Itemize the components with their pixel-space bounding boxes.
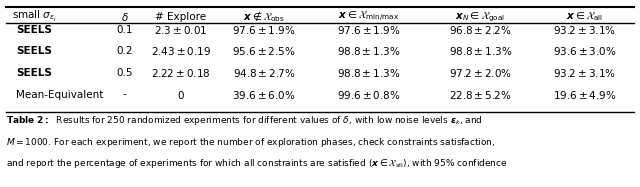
Text: $98.8 \pm 1.3\%$: $98.8 \pm 1.3\%$ — [337, 45, 401, 57]
Text: $97.2 \pm 2.0\%$: $97.2 \pm 2.0\%$ — [449, 67, 512, 79]
Text: $2.3 \pm 0.01$: $2.3 \pm 0.01$ — [154, 24, 207, 36]
Text: $99.6 \pm 0.8\%$: $99.6 \pm 0.8\%$ — [337, 88, 401, 100]
Text: SEELS: SEELS — [16, 25, 52, 35]
Text: 0.5: 0.5 — [116, 68, 133, 78]
Text: $93.6 \pm 3.0\%$: $93.6 \pm 3.0\%$ — [553, 45, 616, 57]
Text: $97.6 \pm 1.9\%$: $97.6 \pm 1.9\%$ — [232, 24, 296, 36]
Text: $2.22 \pm 0.18$: $2.22 \pm 0.18$ — [151, 67, 211, 79]
Text: $95.6 \pm 2.5\%$: $95.6 \pm 2.5\%$ — [232, 45, 296, 57]
Text: $0$: $0$ — [177, 88, 184, 100]
Text: 0.2: 0.2 — [116, 46, 133, 56]
Text: $\boldsymbol{x}_N \in \mathcal{X}_{\mathrm{goal}}$: $\boldsymbol{x}_N \in \mathcal{X}_{\math… — [455, 10, 506, 24]
Text: $\mathbf{Table\ 2:}$  Results for 250 randomized experiments for different value: $\mathbf{Table\ 2:}$ Results for 250 ran… — [6, 114, 483, 127]
Text: $2.43 \pm 0.19$: $2.43 \pm 0.19$ — [150, 45, 211, 57]
Text: $\boldsymbol{x} \in \mathcal{X}_{\mathrm{min/max}}$: $\boldsymbol{x} \in \mathcal{X}_{\mathrm… — [338, 10, 399, 24]
Text: $39.6 \pm 6.0\%$: $39.6 \pm 6.0\%$ — [232, 88, 296, 100]
Text: -: - — [123, 90, 127, 99]
Text: $98.8 \pm 1.3\%$: $98.8 \pm 1.3\%$ — [449, 45, 512, 57]
Text: SEELS: SEELS — [16, 46, 52, 56]
Text: $\boldsymbol{x} \in \mathcal{X}_{\mathrm{all}}$: $\boldsymbol{x} \in \mathcal{X}_{\mathrm… — [566, 10, 604, 23]
Text: $22.8 \pm 5.2\%$: $22.8 \pm 5.2\%$ — [449, 88, 511, 100]
Text: and report the percentage of experiments for which all constraints are satisfied: and report the percentage of experiments… — [6, 157, 508, 170]
Text: $M = 1000$. For each experiment, we report the number of exploration phases, che: $M = 1000$. For each experiment, we repo… — [6, 136, 496, 149]
Text: $96.8 \pm 2.2\%$: $96.8 \pm 2.2\%$ — [449, 24, 511, 36]
Text: $93.2 \pm 3.1\%$: $93.2 \pm 3.1\%$ — [554, 24, 616, 36]
Text: $97.6 \pm 1.9\%$: $97.6 \pm 1.9\%$ — [337, 24, 401, 36]
Text: # Explore: # Explore — [155, 12, 206, 22]
Text: $94.8 \pm 2.7\%$: $94.8 \pm 2.7\%$ — [233, 67, 296, 79]
Text: small $\sigma_{\epsilon_i}$: small $\sigma_{\epsilon_i}$ — [12, 9, 56, 24]
Text: SEELS: SEELS — [16, 68, 52, 78]
Text: Mean-Equivalent: Mean-Equivalent — [16, 90, 104, 99]
Text: $\boldsymbol{x} \notin \mathcal{X}_{\mathrm{obs}}$: $\boldsymbol{x} \notin \mathcal{X}_{\mat… — [243, 10, 285, 24]
Text: $19.6 \pm 4.9\%$: $19.6 \pm 4.9\%$ — [553, 88, 616, 100]
Text: 0.1: 0.1 — [116, 25, 133, 35]
Text: $98.8 \pm 1.3\%$: $98.8 \pm 1.3\%$ — [337, 67, 401, 79]
Text: $\delta$: $\delta$ — [121, 11, 129, 23]
Text: $93.2 \pm 3.1\%$: $93.2 \pm 3.1\%$ — [554, 67, 616, 79]
